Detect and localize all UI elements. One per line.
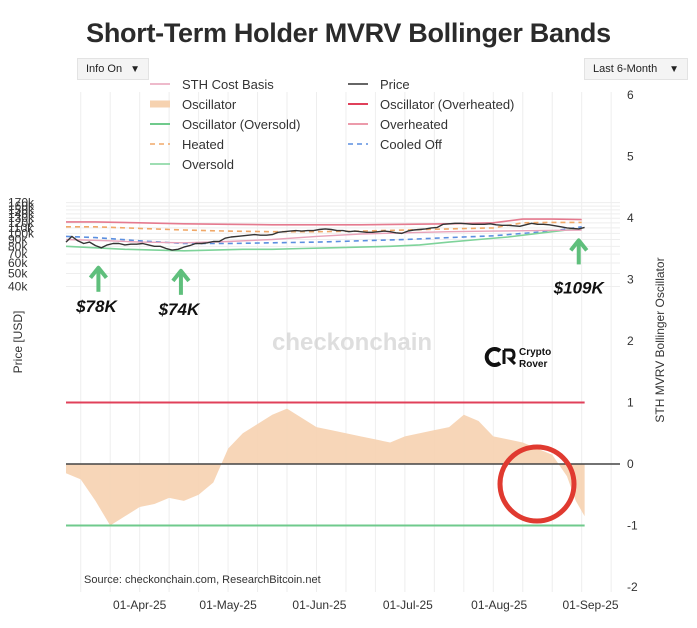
y-tick-label: 150k (8, 203, 35, 217)
price-arrow (171, 268, 191, 295)
x-tick-label: 01-Apr-25 (113, 598, 167, 612)
y-tick-label: 170k (8, 196, 35, 210)
info-toggle-label: Info On (86, 63, 123, 75)
legend-label: Price (380, 77, 410, 92)
y2-tick-label: 0 (627, 457, 634, 471)
y-tick-label: 80k (8, 239, 28, 253)
x-tick-label: 01-May-25 (199, 598, 257, 612)
y-tick-label: 120k (8, 216, 35, 230)
legend-label: Cooled Off (380, 137, 442, 152)
series-oversold (65, 228, 582, 252)
source-note: Source: checkonchain.com, ResearchBitcoi… (84, 574, 321, 586)
y2-tick-label: -2 (627, 580, 638, 594)
arrow-up-icon (88, 265, 108, 280)
series-overheated (66, 218, 582, 226)
y2-axis-label: STH MVRV Bollinger Oscillator (653, 257, 667, 422)
oscillator-area (66, 408, 585, 526)
y-tick-label: 50k (8, 267, 28, 281)
logo-text-line: Rover (519, 359, 547, 370)
y2-tick-label: 2 (627, 334, 634, 348)
y-tick-label: 100k (8, 226, 35, 240)
price-annotation: $74K (158, 300, 201, 319)
legend-item: Oscillator (150, 97, 237, 112)
logo-mark-r (502, 348, 517, 366)
price-annotation: $109K (553, 278, 606, 297)
price-arrow (88, 265, 108, 292)
y-tick-label: 40k (8, 279, 28, 293)
y-tick-label: 110k (8, 221, 34, 235)
y-tick-label: 70k (8, 247, 28, 261)
y2-tick-label: 5 (627, 150, 634, 164)
highlight-circle (497, 444, 577, 524)
legend-item: Oscillator (Overheated) (348, 97, 514, 112)
legend-item: Heated (150, 137, 224, 152)
y-tick-label: 140k (8, 207, 35, 221)
y2-tick-label: 1 (627, 396, 634, 410)
legend-label: Heated (182, 137, 224, 152)
y2-tick-label: 3 (627, 273, 634, 287)
series-sth-cost-basis (65, 229, 582, 244)
legend-label: Oscillator (Overheated) (380, 97, 514, 112)
price-arrow (569, 238, 589, 265)
range-select-dropdown[interactable]: Last 6-Month ▼ (584, 58, 688, 80)
legend-item: Cooled Off (348, 137, 442, 152)
arrow-up-icon (171, 268, 191, 283)
chart-title: Short-Term Holder MVRV Bollinger Bands (86, 18, 611, 48)
watermark-text: checkonchain (272, 329, 432, 356)
legend-item: Overheated (348, 117, 448, 132)
x-tick-label: 01-Jun-25 (292, 598, 346, 612)
x-tick-label: 01-Jul-25 (383, 598, 433, 612)
legend-label: Oscillator (182, 97, 237, 112)
legend-label: STH Cost Basis (182, 77, 274, 92)
logo-text-line: Crypto (519, 347, 551, 358)
x-tick-label: 01-Sep-25 (563, 598, 619, 612)
chevron-down-icon: ▼ (669, 63, 679, 75)
y-tick-label: 160k (8, 199, 35, 213)
series-price (65, 222, 585, 251)
y-tick-label: 90k (8, 233, 28, 247)
legend-item: Oversold (150, 157, 234, 172)
y-tick-label: 60k (8, 256, 28, 270)
series-cooled-off (65, 226, 582, 245)
arrow-up-icon (569, 238, 589, 252)
legend-item: STH Cost Basis (150, 77, 274, 92)
legend-label: Overheated (380, 117, 448, 132)
series-heated (66, 221, 582, 233)
legend-label: Oversold (182, 157, 234, 172)
x-tick-label: 01-Aug-25 (471, 598, 527, 612)
price-annotation: $78K (75, 297, 118, 316)
y-axis-label: Price [USD] (11, 311, 25, 374)
chevron-down-icon: ▼ (130, 63, 140, 75)
range-select-label: Last 6-Month (593, 63, 658, 75)
legend-label: Oscillator (Oversold) (182, 117, 300, 132)
y2-tick-label: -1 (627, 519, 638, 533)
legend-item: Oscillator (Oversold) (150, 117, 300, 132)
legend-item: Price (348, 77, 410, 92)
y2-tick-label: 6 (627, 88, 634, 102)
logo-mark-c (484, 347, 502, 367)
y-tick-label: 130k (8, 211, 35, 225)
info-toggle-dropdown[interactable]: Info On ▼ (77, 58, 149, 80)
y2-tick-label: 4 (627, 211, 634, 225)
